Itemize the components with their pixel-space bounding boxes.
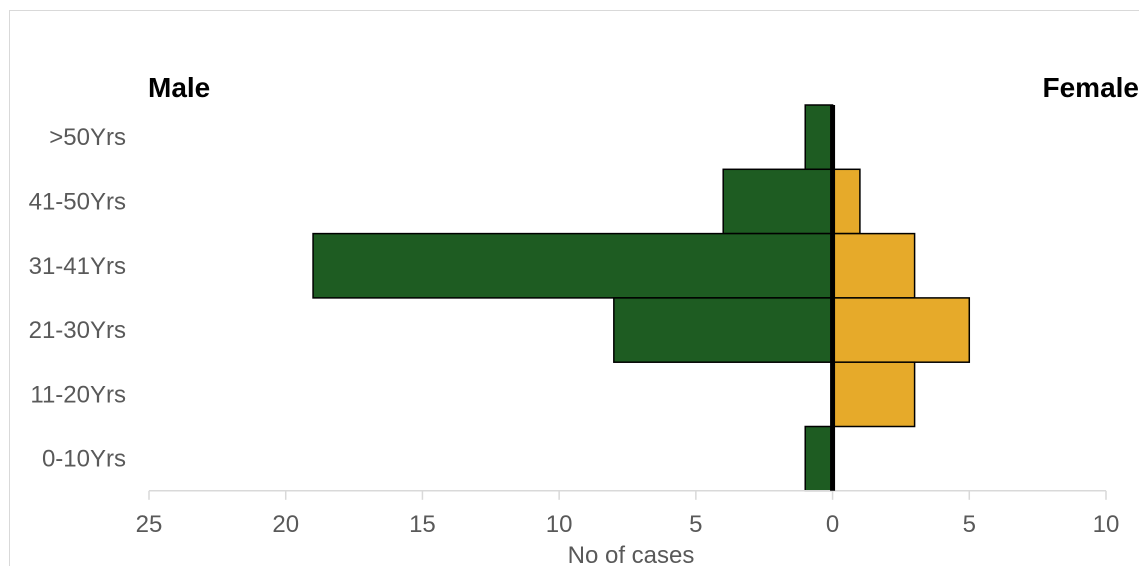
category-label: 21-30Yrs [29, 317, 126, 344]
x-tick-label: 0 [826, 511, 839, 538]
x-tick-label: 10 [1093, 511, 1120, 538]
male-bar [613, 297, 834, 363]
x-tick-label: 15 [409, 511, 436, 538]
x-axis: 25 20 15 10 5 0 5 10 [136, 490, 1120, 538]
female-bar [831, 232, 916, 299]
female-bar [831, 168, 861, 235]
male-bar [804, 104, 834, 171]
x-axis-title: No of cases [568, 542, 695, 566]
x-tick-label: 20 [272, 511, 299, 538]
category-label: 11-20Yrs [30, 381, 126, 408]
category-label: 0-10Yrs [42, 446, 126, 473]
category-label: 41-50Yrs [29, 188, 126, 215]
category-label: 31-41Yrs [29, 253, 126, 280]
male-side-label: Male [148, 72, 210, 103]
female-bar [831, 297, 971, 363]
category-label: >50Yrs [49, 124, 126, 151]
chart-frame [9, 10, 1139, 566]
male-bar [804, 425, 834, 492]
female-side-label: Female [1043, 72, 1139, 103]
x-tick-label: 5 [963, 511, 976, 538]
male-bar [312, 232, 834, 299]
x-tick-label: 25 [136, 511, 163, 538]
bars-group [312, 104, 971, 492]
category-labels: >50Yrs 41-50Yrs 31-41Yrs 21-30Yrs 11-20Yrs 0-… [29, 124, 126, 473]
male-bar [722, 168, 834, 235]
x-tick-label: 10 [546, 511, 573, 538]
x-tick-label: 5 [689, 511, 702, 538]
female-bar [831, 361, 916, 428]
